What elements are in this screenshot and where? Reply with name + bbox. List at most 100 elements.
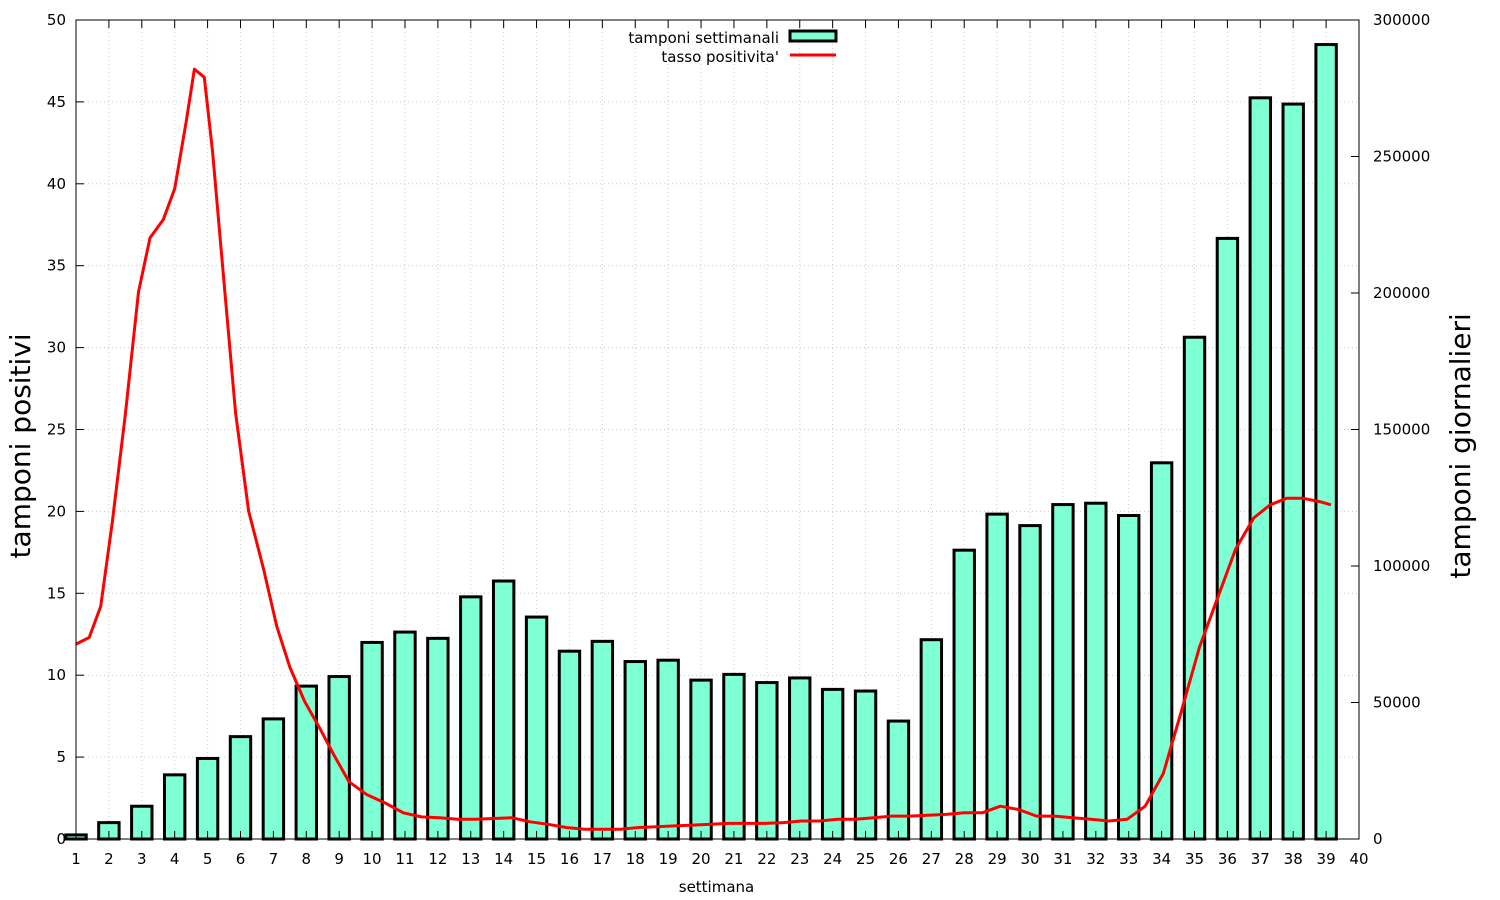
bar xyxy=(327,675,351,841)
bar xyxy=(1182,335,1207,841)
x-tick-label: 2 xyxy=(104,850,114,868)
y-left-tick-label: 10 xyxy=(47,666,66,684)
x-tick-label: 27 xyxy=(922,850,941,868)
y-left-tick-label: 45 xyxy=(47,93,66,111)
x-tick-label: 21 xyxy=(724,850,743,868)
x-tick-label: 13 xyxy=(461,850,480,868)
x-tick-label: 7 xyxy=(269,850,279,868)
x-tick-label: 31 xyxy=(1053,850,1072,868)
x-tick-label: 30 xyxy=(1020,850,1039,868)
y-right-tick-label: 50000 xyxy=(1373,694,1421,712)
x-tick-label: 1 xyxy=(71,850,81,868)
x-tick-label: 32 xyxy=(1086,850,1105,868)
x-tick-label: 35 xyxy=(1185,850,1204,868)
x-tick-label: 25 xyxy=(856,850,875,868)
x-tick-label: 8 xyxy=(302,850,312,868)
y-left-tick-label: 30 xyxy=(47,339,66,357)
bar xyxy=(261,717,286,841)
y-right-tick-label: 0 xyxy=(1373,830,1383,848)
x-tick-label: 4 xyxy=(170,850,180,868)
x-tick-label: 16 xyxy=(560,850,579,868)
y-right-tick-label: 100000 xyxy=(1373,557,1430,575)
y-left-tick-label: 50 xyxy=(47,11,66,29)
legend-line-label: tasso positivita' xyxy=(661,48,779,66)
bar xyxy=(722,672,746,841)
x-tick-label: 23 xyxy=(790,850,809,868)
bar xyxy=(1215,236,1240,841)
bar xyxy=(1084,501,1108,841)
bar xyxy=(985,512,1009,841)
y-left-tick-label: 35 xyxy=(47,257,66,275)
x-tick-label: 9 xyxy=(334,850,344,868)
x-axis-title: settimana xyxy=(679,878,754,896)
bar xyxy=(952,548,976,841)
x-tick-label: 26 xyxy=(889,850,908,868)
bar xyxy=(1314,43,1338,841)
y-right-tick-label: 200000 xyxy=(1373,284,1430,302)
bar xyxy=(788,676,812,841)
bar xyxy=(294,684,318,841)
bar xyxy=(919,638,944,841)
y-left-tick-label: 0 xyxy=(56,830,66,848)
x-tick-label: 29 xyxy=(988,850,1007,868)
bar xyxy=(886,719,911,841)
y-axis-right-title: tamponi giornalieri xyxy=(1444,313,1477,578)
bar xyxy=(623,660,647,841)
x-tick-label: 36 xyxy=(1218,850,1237,868)
y-left-tick-label: 25 xyxy=(47,421,66,439)
x-tick-label: 37 xyxy=(1251,850,1270,868)
y-left-tick-label: 5 xyxy=(56,748,66,766)
x-tick-label: 11 xyxy=(395,850,414,868)
x-tick-label: 22 xyxy=(757,850,776,868)
bar xyxy=(491,579,516,841)
bar xyxy=(162,773,187,841)
x-tick-label: 34 xyxy=(1152,850,1171,868)
y-right-tick-label: 250000 xyxy=(1373,148,1430,166)
y-right-tick-label: 150000 xyxy=(1373,421,1430,439)
legend: tamponi settimanali tasso positivita' xyxy=(628,29,838,66)
bar xyxy=(755,681,779,841)
x-tick-label: 40 xyxy=(1349,850,1368,868)
x-tick-label: 10 xyxy=(363,850,382,868)
axis-ticks: 1 2 3 4 5 6 7 8 9 10 11 12 13 14 15 16 17 18 19 20 21 22 23 24 2… xyxy=(47,11,1430,868)
x-tick-label: 3 xyxy=(137,850,147,868)
bar xyxy=(195,756,220,841)
x-tick-label: 12 xyxy=(428,850,447,868)
x-tick-label: 18 xyxy=(626,850,645,868)
x-tick-label: 19 xyxy=(659,850,678,868)
bar xyxy=(426,636,450,841)
line-series-path xyxy=(75,67,1332,831)
x-tick-label: 28 xyxy=(955,850,974,868)
x-tick-label: 17 xyxy=(593,850,612,868)
bar xyxy=(1281,102,1305,841)
bar xyxy=(689,678,713,841)
y-left-tick-label: 15 xyxy=(47,584,66,602)
bar xyxy=(656,658,680,841)
bar xyxy=(360,640,384,841)
x-tick-label: 14 xyxy=(494,850,513,868)
x-tick-label: 24 xyxy=(823,850,842,868)
bar xyxy=(228,735,253,841)
bar xyxy=(1018,524,1042,841)
bar xyxy=(1149,461,1174,841)
bar xyxy=(557,649,582,841)
legend-bars-label: tamponi settimanali xyxy=(628,29,779,47)
line-series xyxy=(75,67,1332,831)
y-axis-left-title: tamponi positivi xyxy=(4,333,37,558)
x-tick-label: 6 xyxy=(236,850,246,868)
x-tick-label: 20 xyxy=(692,850,711,868)
bar xyxy=(393,630,417,841)
bar xyxy=(1248,96,1273,841)
bar xyxy=(524,615,549,841)
bar xyxy=(459,595,483,841)
bar xyxy=(1051,503,1075,841)
bar xyxy=(820,687,845,841)
bar xyxy=(590,639,615,841)
x-tick-label: 38 xyxy=(1284,850,1303,868)
x-tick-label: 15 xyxy=(527,850,546,868)
x-tick-label: 39 xyxy=(1317,850,1336,868)
bar xyxy=(1117,513,1141,841)
y-left-tick-label: 40 xyxy=(47,175,66,193)
x-tick-label: 5 xyxy=(203,850,213,868)
